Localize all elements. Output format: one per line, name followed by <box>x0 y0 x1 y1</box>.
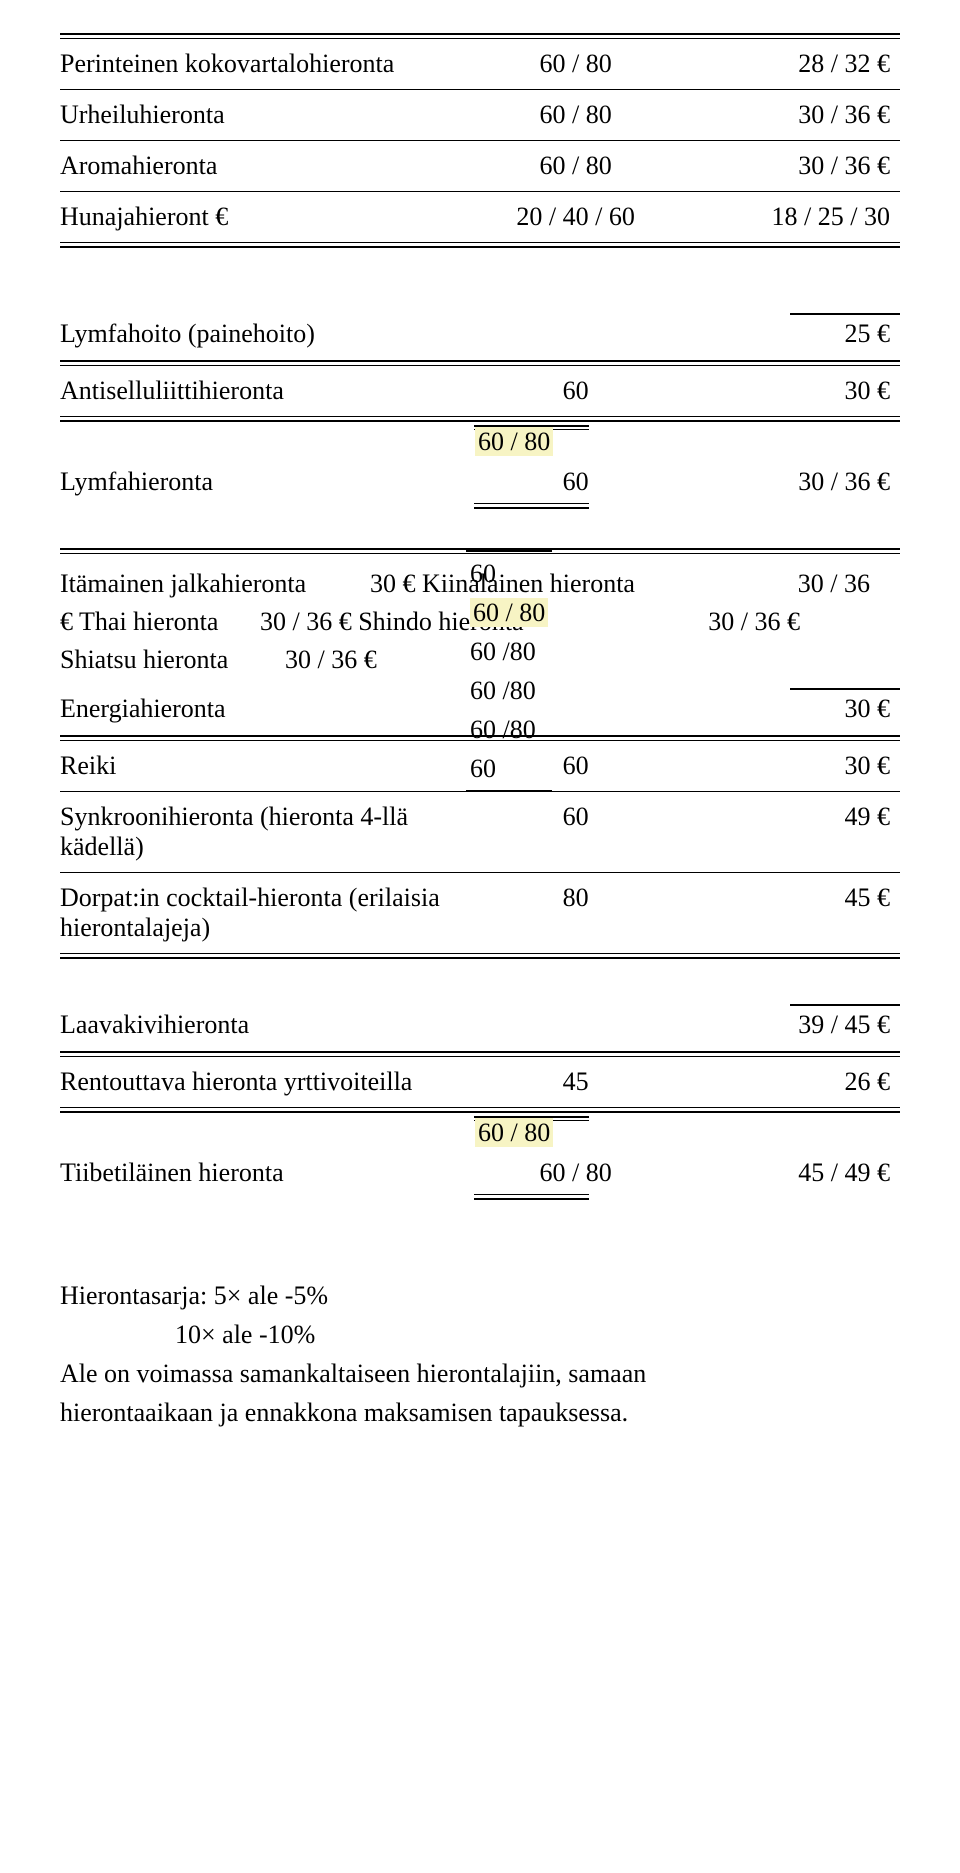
table-row: Perinteinen kokovartalohieronta 60 / 80 … <box>60 41 900 87</box>
price: 39 / 45 € <box>689 1010 900 1040</box>
rule <box>60 360 900 362</box>
rule <box>60 140 900 141</box>
price: 45 / 49 € <box>689 1158 900 1188</box>
text: 30 / 36 <box>798 564 870 603</box>
table-row: Dorpat:in cocktail-hieronta (erilaisia h… <box>60 875 900 951</box>
service-name: Aromahieronta <box>60 151 462 181</box>
table-row: 60 / 80 Lymfahieronta 60 30 / 36 € <box>60 425 900 505</box>
rule <box>474 1194 589 1195</box>
rule <box>60 365 900 366</box>
duration-overlay: 60 / 80 <box>475 427 553 456</box>
duration: 45 <box>462 1067 688 1097</box>
overlay-cell: 60 /80 <box>470 632 548 671</box>
table-row: Urheiluhieronta 60 / 80 30 / 36 € <box>60 92 900 138</box>
service-name: Dorpat:in cocktail-hieronta (erilaisia h… <box>60 883 462 943</box>
rule <box>474 507 589 509</box>
rule <box>60 872 900 873</box>
text: € Thai hieronta <box>60 602 218 641</box>
price: 30 / 36 € <box>689 151 900 181</box>
service-name: Perinteinen kokovartalohieronta <box>60 49 462 79</box>
service-name: Lymfahieronta <box>60 467 462 497</box>
table-row: Rentouttava hieronta yrttivoiteilla 45 2… <box>60 1059 900 1105</box>
table-row: Aromahieronta 60 / 80 30 / 36 € <box>60 143 900 189</box>
rule <box>60 246 900 248</box>
price: 26 € <box>689 1067 900 1097</box>
rule <box>60 1111 900 1113</box>
duration: 60 / 80 <box>462 49 688 79</box>
overlay-cell: 60 <box>470 554 548 593</box>
price: 28 / 32 € <box>689 49 900 79</box>
price: 49 € <box>689 802 900 832</box>
rule <box>474 503 589 504</box>
rule <box>60 416 900 417</box>
rule <box>60 191 900 192</box>
price: 30 / 36 € <box>689 467 900 497</box>
table-row: 60 / 80 Tiibetiläinen hieronta 60 / 80 4… <box>60 1116 900 1196</box>
service-name: Synkroonihieronta (hieronta 4-llä kädell… <box>60 802 462 862</box>
service-name: Reiki <box>60 751 462 781</box>
price: 30 € <box>689 376 900 406</box>
rule <box>60 38 900 39</box>
overlay-column: 60 60 / 80 60 /80 60 /80 60 /80 60 <box>470 554 548 788</box>
table-row: Laavakivihieronta 39 / 45 € <box>60 1002 900 1048</box>
note-line: Ale on voimassa samankaltaiseen hieronta… <box>60 1354 900 1393</box>
text: Itämainen jalkahieronta <box>60 564 306 603</box>
table-row: Antiselluliittihieronta 60 30 € <box>60 368 900 414</box>
service-name: Antiselluliittihieronta <box>60 376 462 406</box>
duration: 60 <box>462 467 688 497</box>
rule <box>60 33 900 35</box>
overlay-cell: 60 /80 <box>470 671 548 710</box>
price: 25 € <box>689 319 900 349</box>
service-name: Rentouttava hieronta yrttivoiteilla <box>60 1067 462 1097</box>
table-row: Lymfahoito (painehoito) 25 € <box>60 311 900 357</box>
service-name: Urheiluhieronta <box>60 100 462 130</box>
duration: 20 / 40 / 60 <box>462 202 688 232</box>
text: 30 / 36 € <box>708 602 800 641</box>
duration-overlay: 60 / 80 <box>475 1118 553 1147</box>
rule <box>60 953 900 954</box>
note-line: 10× ale -10% <box>60 1315 900 1354</box>
rule <box>474 1198 589 1200</box>
note-line: Hierontasarja: 5× ale -5% <box>60 1276 900 1315</box>
text: Shiatsu hieronta <box>60 640 228 679</box>
notes: Hierontasarja: 5× ale -5% 10× ale -10% A… <box>60 1276 900 1432</box>
overlay-cell: 60 / 80 <box>470 593 548 632</box>
rule <box>60 1107 900 1108</box>
overlay-cell: 60 <box>470 749 548 788</box>
duration: 60 <box>462 376 688 406</box>
table-row: Synkroonihieronta (hieronta 4-llä kädell… <box>60 794 900 870</box>
rule <box>60 957 900 959</box>
service-name: Tiibetiläinen hieronta <box>60 1158 462 1188</box>
overlay-cell: 60 /80 <box>470 710 548 749</box>
service-name: Lymfahoito (painehoito) <box>60 319 462 349</box>
service-name: Energiahieronta <box>60 694 462 724</box>
rule <box>60 89 900 90</box>
duration: 60 / 80 <box>462 100 688 130</box>
duration: 60 / 80 <box>462 151 688 181</box>
duration: 60 / 80 <box>462 1158 688 1188</box>
duration: 60 <box>462 802 688 832</box>
price: 30 € <box>689 751 900 781</box>
rule <box>60 420 900 422</box>
rule <box>60 1056 900 1057</box>
price: 30 / 36 € <box>689 100 900 130</box>
note-line: hierontaaikaan ja ennakkona maksamisen t… <box>60 1393 900 1432</box>
rule <box>60 242 900 243</box>
price: 30 € <box>689 694 900 724</box>
rule <box>60 1051 900 1053</box>
service-name: Laavakivihieronta <box>60 1010 462 1040</box>
price: 18 / 25 / 30 <box>689 202 900 232</box>
price: 45 € <box>689 883 900 913</box>
duration: 80 <box>462 883 688 913</box>
text: 30 / 36 € <box>285 640 377 679</box>
table-row: Hunajahieront € 20 / 40 / 60 18 / 25 / 3… <box>60 194 900 240</box>
service-name: Hunajahieront € <box>60 202 462 232</box>
